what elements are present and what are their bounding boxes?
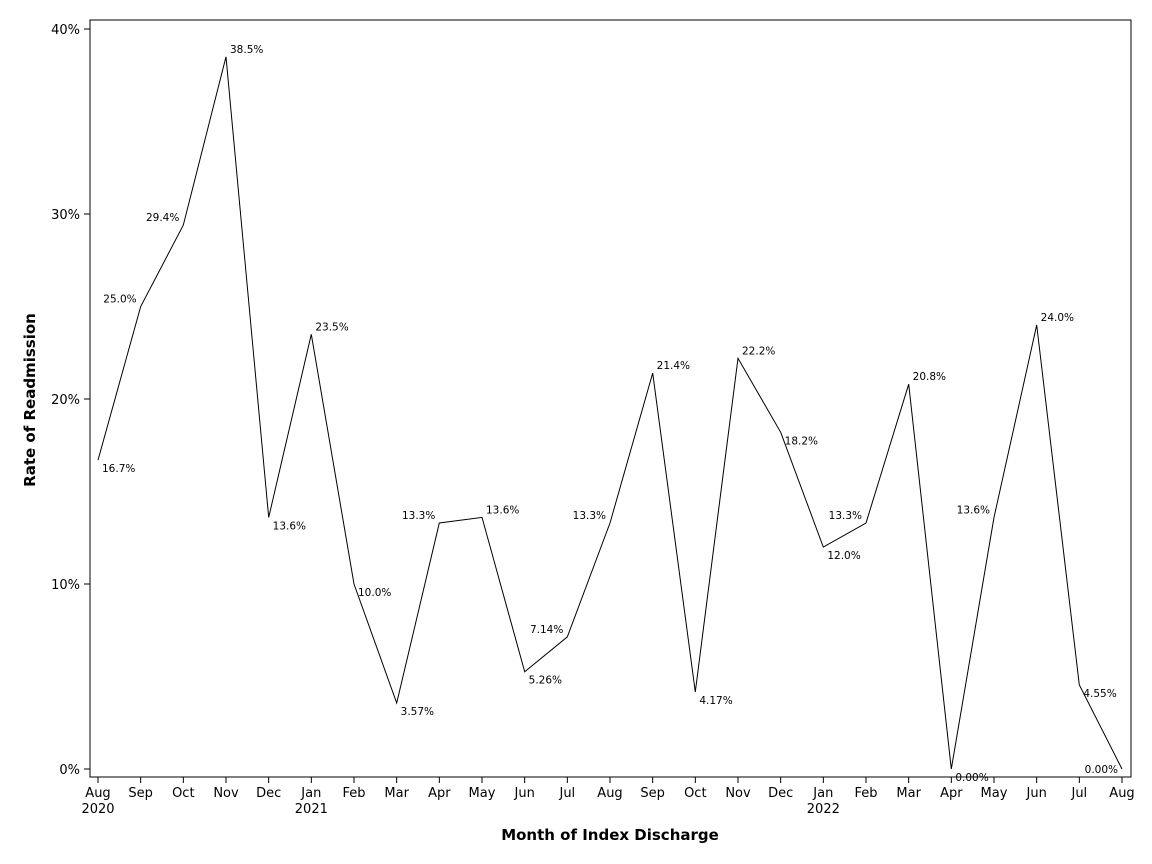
x-tick-label: Aug [1109,786,1134,801]
x-tick-label: Feb [342,786,365,801]
series-line [97,56,1123,770]
x-tick-label: Mar [896,786,921,801]
x-tick-label: Jun [514,786,535,801]
data-label: 20.8% [913,371,946,383]
data-label: 0.00% [1085,764,1118,776]
y-tick-label: 20% [51,393,80,408]
x-tick-label: Nov [725,786,751,801]
y-tick-label: 10% [51,578,80,593]
x-tick-year-label: 2022 [807,802,840,817]
x-tick-label: Mar [384,786,409,801]
data-label: 0.00% [955,772,988,784]
x-tick-label: Jul [558,786,575,801]
data-label: 13.3% [573,510,606,522]
plot-frame [89,19,1132,778]
data-label: 4.55% [1083,688,1116,700]
y-tick-label: 0% [59,763,80,778]
data-label: 22.2% [742,345,775,357]
x-tick-label: Apr [428,786,451,801]
x-tick-label: May [981,786,1008,801]
data-label: 24.0% [1041,312,1074,324]
data-label: 13.3% [829,510,862,522]
data-label: 7.14% [530,624,563,636]
data-labels: 16.7% 25.0% 29.4% 38.5% 13.6% 23.5% 10.0% 3.57%… [102,44,1118,784]
x-tick-label: Sep [128,786,153,801]
x-tick-label: Jan [300,786,321,801]
data-label: 10.0% [358,587,391,599]
data-label: 13.6% [273,520,306,532]
y-axis-title: Rate of Readmission [21,313,39,487]
data-label: 38.5% [230,44,263,56]
y-tick-label: 40% [51,23,80,38]
x-tick-year-label: 2021 [295,802,328,817]
data-label: 13.6% [957,504,990,516]
x-tick-label: Dec [768,786,793,801]
x-tick-label: Nov [213,786,239,801]
data-label: 23.5% [315,321,348,333]
data-label: 12.0% [827,550,860,562]
x-tick-year-label: 2020 [81,802,114,817]
data-label: 21.4% [657,360,690,372]
x-tick-label: Aug [597,786,622,801]
x-tick-label: Sep [640,786,665,801]
x-axis-title: Month of Index Discharge [501,826,719,844]
x-tick-label: Jan [812,786,833,801]
x-tick-label: Oct [172,786,194,801]
y-tick-label: 30% [51,208,80,223]
x-tick-label: Apr [940,786,963,801]
data-label: 3.57% [401,706,434,718]
x-tick-label: Jul [1070,786,1087,801]
x-tick-label: Aug [85,786,110,801]
y-axis: 0% 10% 20% 30% 40% [51,23,90,778]
x-tick-label: Dec [256,786,281,801]
data-label: 18.2% [785,435,818,447]
data-label: 16.7% [102,463,135,475]
x-tick-label: Jun [1026,786,1047,801]
data-label: 25.0% [103,294,136,306]
data-label: 4.17% [699,695,732,707]
data-label: 5.26% [529,675,562,687]
data-label: 13.3% [402,510,435,522]
data-label: 13.6% [486,504,519,516]
x-tick-label: Oct [684,786,706,801]
x-tick-label: Feb [854,786,877,801]
x-tick-label: May [469,786,496,801]
data-label: 29.4% [146,212,179,224]
